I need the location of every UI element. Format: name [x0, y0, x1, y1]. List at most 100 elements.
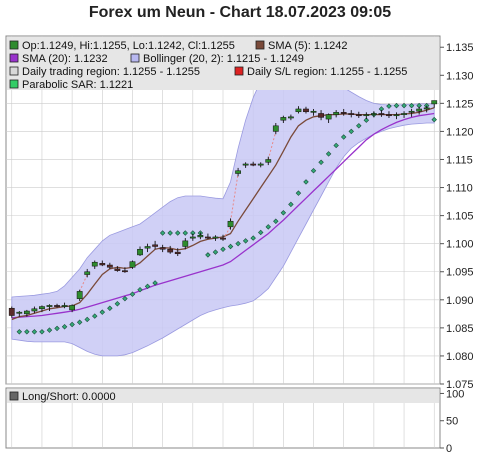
legend-swatch: [255, 40, 265, 50]
sar-point: [16, 329, 23, 335]
lower-y-tick-label: 0: [446, 443, 452, 455]
legend-label: SMA (5): 1.1242: [268, 40, 348, 52]
candle-body: [220, 237, 226, 240]
legend-swatch: [9, 40, 19, 50]
gap-connector: [267, 131, 277, 160]
candle-body: [137, 249, 143, 256]
sar-point: [340, 134, 347, 140]
legend-swatch: [234, 66, 244, 76]
sar-point: [348, 128, 354, 135]
sar-point: [386, 103, 392, 109]
sar-point: [288, 201, 294, 208]
sar-point: [242, 238, 249, 244]
sar-point: [363, 117, 370, 123]
y-tick-label: 1.090: [446, 295, 474, 307]
candle-body: [54, 305, 60, 307]
legend-label: Bollinger (20, 2): 1.1215 - 1.1249: [143, 53, 304, 65]
sar-point: [303, 179, 309, 185]
sar-point: [129, 291, 136, 297]
candle-body: [265, 159, 272, 163]
y-tick-label: 1.110: [446, 183, 473, 195]
candle-body: [129, 261, 136, 268]
sar-point: [212, 249, 219, 255]
candle-body: [318, 113, 324, 118]
y-tick-label: 1.095: [446, 267, 474, 279]
candle-body: [182, 240, 189, 247]
candle-body: [325, 114, 332, 120]
candle-body: [114, 268, 121, 271]
legend-swatch: [9, 66, 19, 76]
sar-point: [69, 321, 75, 328]
candle-body: [393, 114, 400, 117]
gap-connector: [222, 226, 231, 240]
y-tick-label: 1.115: [446, 154, 473, 166]
sar-point: [152, 280, 158, 286]
sar-point: [250, 235, 256, 241]
sar-point: [107, 305, 113, 311]
sar-point: [408, 102, 415, 109]
candle-body: [39, 306, 45, 310]
sar-point: [257, 229, 264, 236]
legend-swatch: [9, 53, 19, 63]
legend-label: Daily S/L region: 1.1255 - 1.1255: [247, 66, 407, 78]
candle-body: [122, 270, 128, 273]
y-tick-label: 1.075: [446, 379, 474, 391]
sar-point: [431, 116, 437, 123]
sar-point: [61, 324, 68, 330]
legend-swatch: [130, 53, 140, 63]
sar-point: [295, 190, 302, 196]
candle-body: [152, 244, 158, 247]
parabolic-sar: [16, 102, 437, 335]
candle-body: [205, 236, 211, 239]
sar-point: [99, 309, 106, 315]
candle-body: [378, 113, 385, 115]
candle-body: [340, 112, 347, 114]
candle-body: [159, 247, 166, 250]
sar-point: [265, 224, 271, 230]
candle-body: [235, 170, 241, 174]
lower-grid: [11, 403, 435, 448]
candle-body: [303, 108, 309, 113]
legend-background: [7, 37, 439, 90]
lower-y-tick-label: 50: [446, 416, 458, 428]
candle-body: [431, 100, 438, 105]
lower-legend-background: [7, 389, 439, 403]
sar-point: [235, 240, 241, 247]
candle-body: [46, 305, 53, 307]
y-tick-label: 1.135: [446, 42, 474, 54]
sar-point: [92, 313, 98, 319]
sar-point: [220, 246, 226, 253]
candle-body: [84, 271, 91, 275]
sar-point: [46, 327, 53, 333]
candle-body: [144, 246, 151, 249]
candle-body: [8, 307, 15, 316]
sar-point: [333, 142, 339, 149]
sar-point: [310, 167, 317, 174]
legend-label: Op:1.1249, Hi:1.1255, Lo:1.1242, Cl:1.12…: [22, 40, 235, 52]
candlesticks: [8, 100, 438, 318]
long-short-swatch: [9, 391, 19, 401]
sar-point: [144, 283, 151, 290]
candle-body: [189, 236, 196, 239]
sma20-line: [11, 112, 435, 319]
candle-body: [227, 220, 234, 228]
bollinger-band-area: [11, 62, 435, 357]
y-tick-label: 1.130: [446, 70, 474, 82]
candle-body: [288, 116, 294, 119]
legend-label: SMA (20): 1.1232: [22, 53, 108, 65]
bollinger-bands: [11, 62, 435, 357]
candle-body: [355, 114, 362, 117]
sar-point: [114, 301, 121, 307]
legend-label: Parabolic SAR: 1.1221: [22, 79, 133, 91]
sar-point: [401, 102, 407, 109]
sar-point: [84, 316, 90, 323]
sar-point: [325, 151, 332, 157]
candle-body: [370, 113, 377, 115]
candle-body: [401, 113, 407, 115]
candle-body: [91, 261, 98, 267]
sar-point: [76, 319, 83, 325]
candle-body: [242, 163, 249, 166]
sar-point: [227, 243, 234, 250]
sar-point: [273, 218, 279, 224]
legend-label: Daily trading region: 1.1255 - 1.1255: [22, 66, 200, 78]
